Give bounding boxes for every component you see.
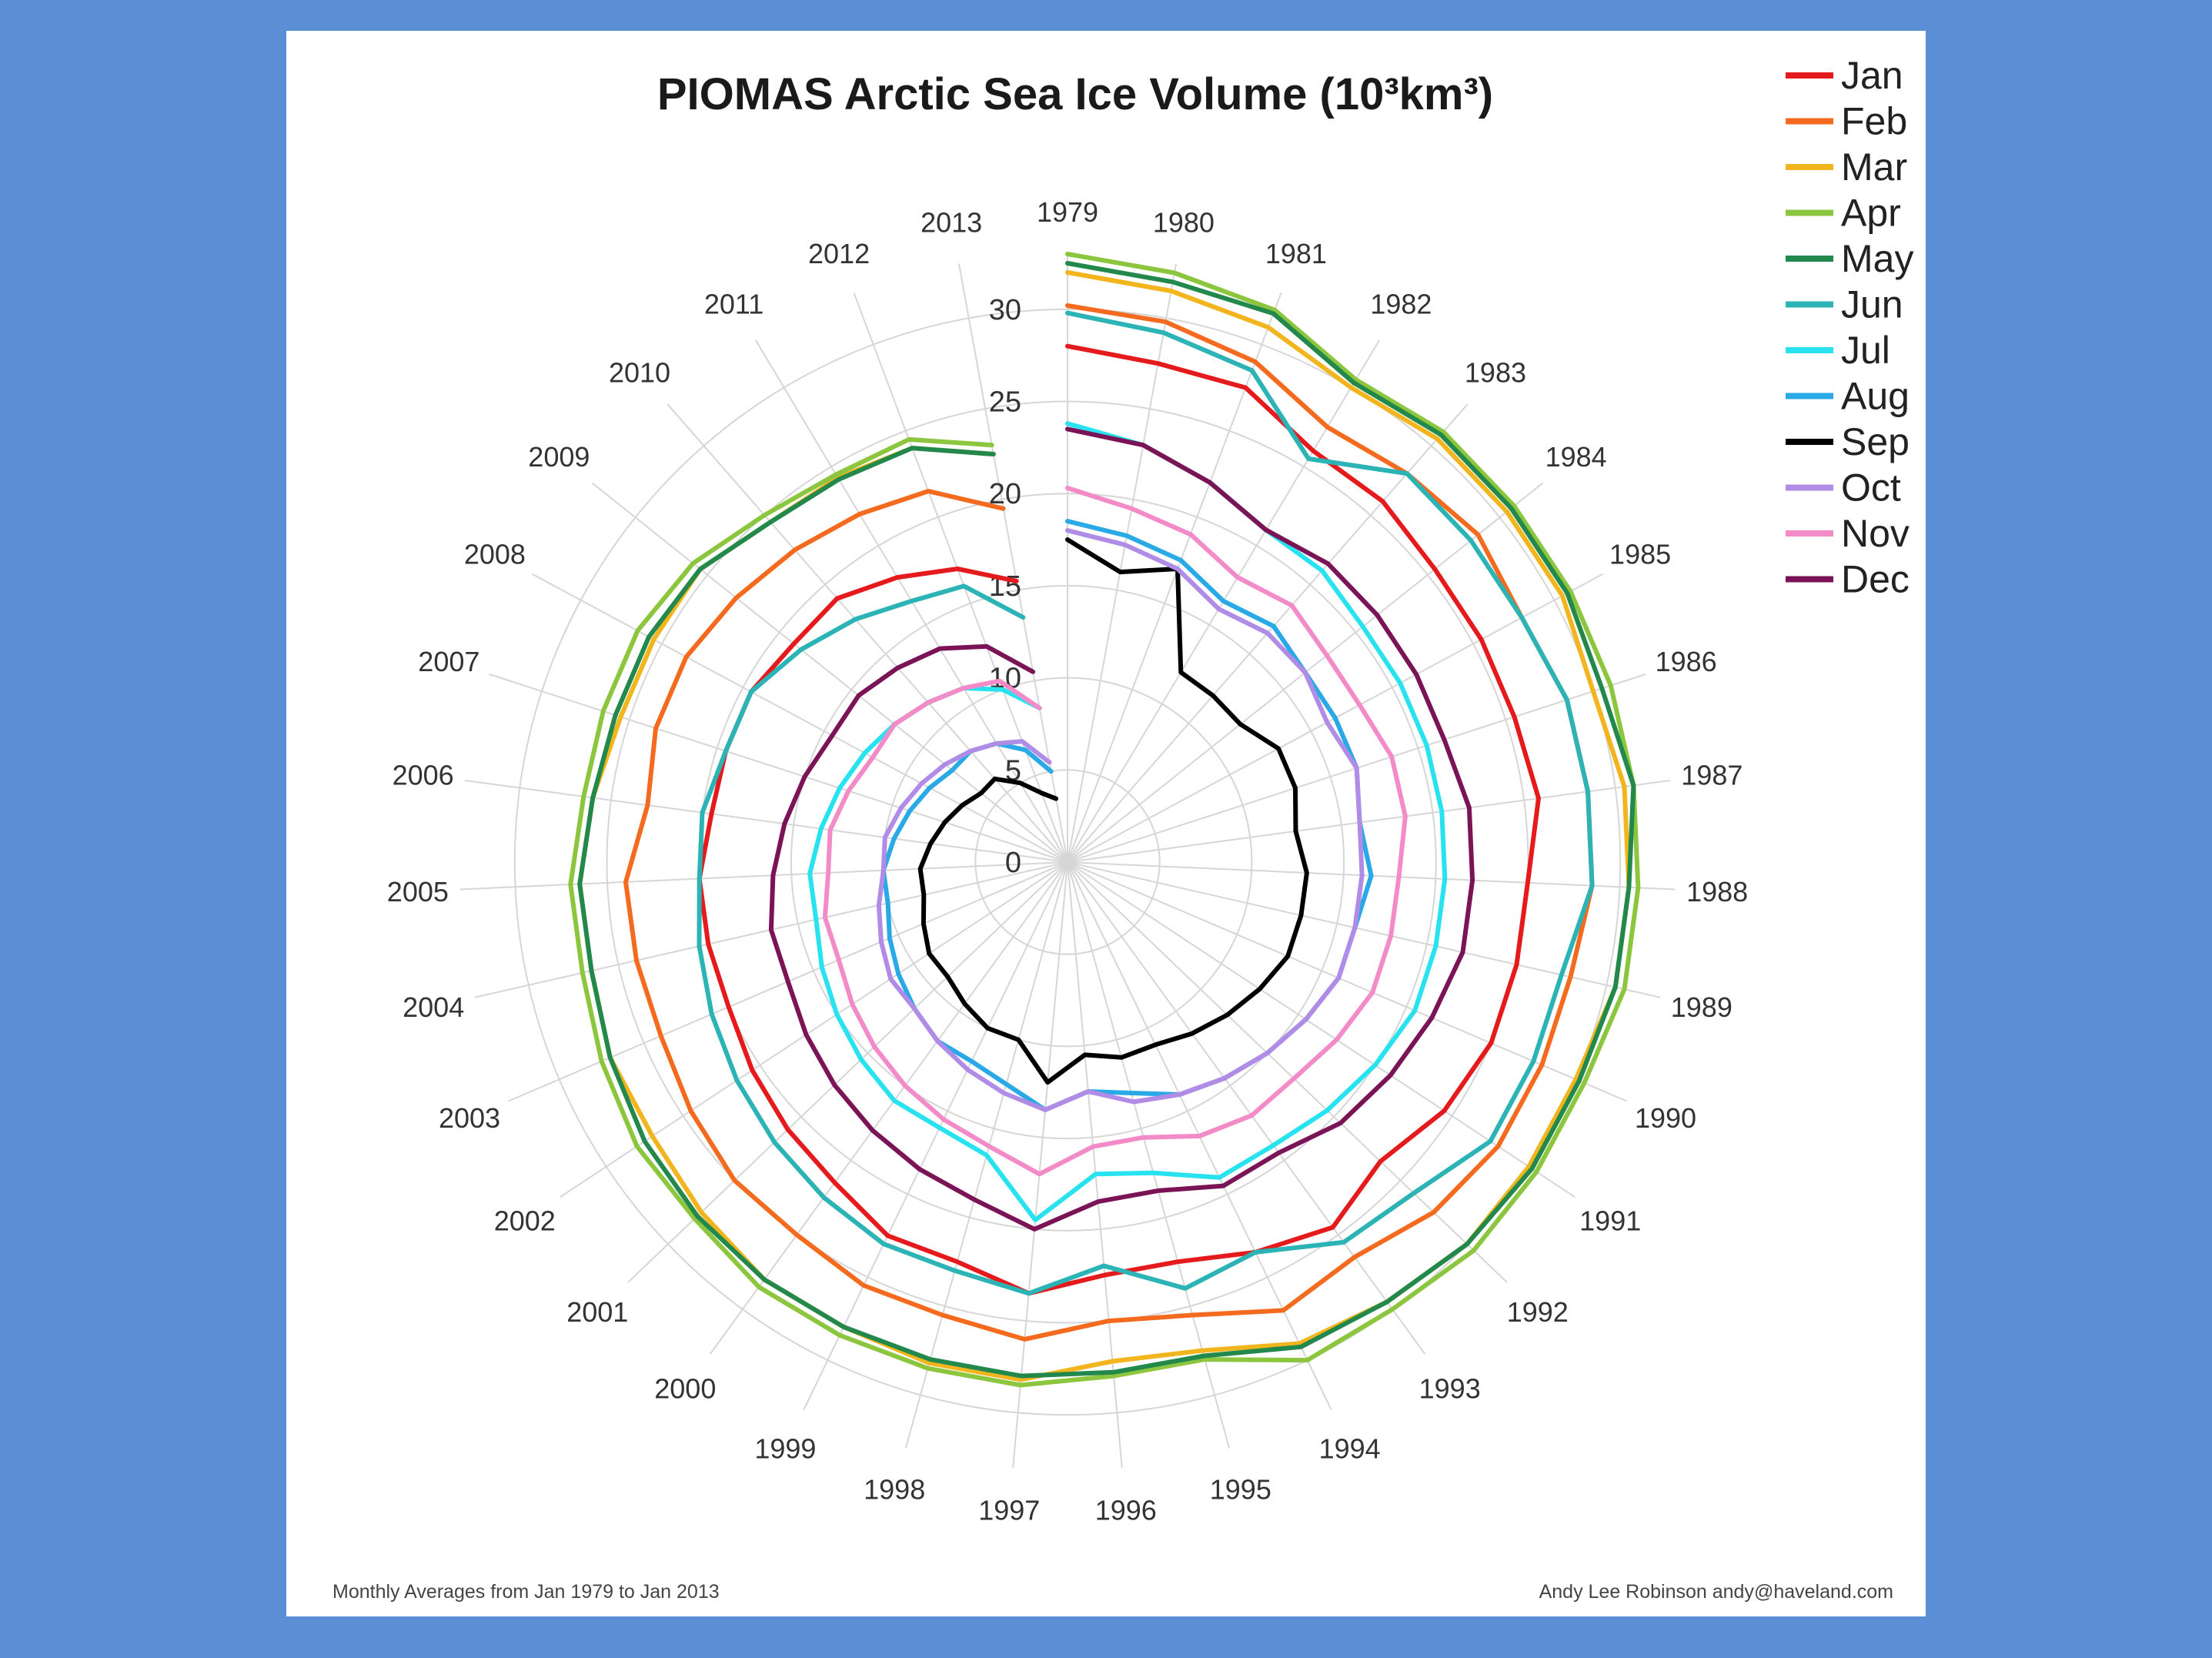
legend-label-jun: Jun	[1841, 283, 1903, 326]
year-label-1996: 1996	[1095, 1495, 1157, 1526]
year-label-1984: 1984	[1545, 441, 1607, 473]
grid-spoke-2007	[489, 673, 1068, 863]
year-label-2010: 2010	[609, 357, 670, 389]
year-label-2001: 2001	[566, 1296, 628, 1328]
year-label-2008: 2008	[464, 539, 526, 570]
grid-spoke-2005	[459, 861, 1068, 891]
radar-chart: PIOMAS Arctic Sea Ice Volume (10³km³) 05…	[332, 54, 1913, 1603]
year-label-1998: 1998	[864, 1474, 925, 1506]
year-label-1986: 1986	[1656, 646, 1717, 677]
year-label-2009: 2009	[528, 441, 590, 473]
legend-label-sep: Sep	[1841, 420, 1910, 463]
radial-tick-label: 25	[989, 386, 1021, 419]
legend-label-nov: Nov	[1841, 512, 1910, 555]
year-label-1985: 1985	[1609, 539, 1671, 570]
legend-label-jan: Jan	[1841, 54, 1903, 97]
chart-title: PIOMAS Arctic Sea Ice Volume (10³km³)	[657, 69, 1493, 119]
grid-spoke-1999	[803, 861, 1068, 1411]
grid-spoke-1993	[1067, 861, 1426, 1355]
grid-spoke-1992	[1067, 861, 1508, 1283]
series-line-nov	[822, 486, 1408, 1177]
series-line-oct	[876, 528, 1365, 1112]
year-label-2006: 2006	[393, 760, 454, 791]
radial-tick-label: 0	[1005, 847, 1021, 879]
year-label-1979: 1979	[1037, 196, 1098, 228]
year-label-2007: 2007	[418, 646, 479, 677]
legend-label-oct: Oct	[1841, 466, 1901, 510]
year-label-1989: 1989	[1671, 991, 1733, 1023]
series-line-jul	[807, 421, 1448, 1222]
grid-spoke-2012	[853, 292, 1068, 863]
year-label-1987: 1987	[1681, 760, 1743, 791]
series-line-feb	[623, 303, 1595, 1342]
year-label-2013: 2013	[921, 207, 982, 239]
year-label-1995: 1995	[1210, 1474, 1271, 1506]
year-label-2000: 2000	[654, 1373, 716, 1405]
legend-label-aug: Aug	[1841, 375, 1910, 418]
year-label-2005: 2005	[387, 876, 449, 908]
year-label-1981: 1981	[1265, 238, 1327, 269]
year-label-2003: 2003	[439, 1102, 500, 1134]
year-label-1994: 1994	[1319, 1432, 1381, 1464]
legend-label-feb: Feb	[1841, 100, 1907, 143]
year-label-2011: 2011	[704, 289, 764, 320]
year-label-2012: 2012	[808, 238, 870, 269]
year-label-1999: 1999	[754, 1432, 816, 1464]
grid-spoke-2010	[667, 403, 1068, 863]
series-line-mar	[577, 269, 1632, 1382]
year-label-1991: 1991	[1579, 1205, 1641, 1237]
grid-spoke-1987	[1067, 779, 1670, 863]
series-line-dec	[768, 426, 1475, 1232]
year-labels: 1979 1980 1981 1982 1983 1984 1985 1986 1987 1988…	[387, 196, 1748, 1526]
footer-left-note: Monthly Averages from Jan 1979 to Jan 20…	[332, 1581, 720, 1603]
grid-spoke-2000	[709, 861, 1068, 1355]
series-line-sep	[917, 537, 1309, 1085]
legend-label-jul: Jul	[1841, 329, 1890, 372]
grid-spoke-2008	[531, 573, 1068, 863]
year-label-1990: 1990	[1635, 1102, 1696, 1134]
year-label-1983: 1983	[1465, 357, 1526, 389]
grid-spoke-2009	[591, 482, 1068, 863]
year-label-1993: 1993	[1419, 1373, 1481, 1405]
year-label-1997: 1997	[978, 1495, 1040, 1526]
year-label-2002: 2002	[494, 1205, 556, 1237]
year-label-1982: 1982	[1370, 289, 1432, 320]
grid-spoke-2006	[465, 779, 1068, 863]
legend-label-apr: Apr	[1841, 192, 1901, 235]
legend-label-dec: Dec	[1841, 558, 1910, 601]
year-label-2004: 2004	[403, 991, 464, 1023]
series-line-apr	[568, 252, 1641, 1388]
series-lines	[568, 252, 1641, 1388]
legend-label-may: May	[1841, 237, 1913, 280]
series-line-jun	[697, 310, 1595, 1296]
grid-spoke-1996	[1067, 861, 1123, 1468]
legend-label-mar: Mar	[1841, 145, 1907, 189]
year-label-1992: 1992	[1507, 1296, 1569, 1328]
series-line-may	[577, 261, 1636, 1379]
year-label-1980: 1980	[1153, 207, 1215, 239]
radial-tick-label: 30	[989, 294, 1021, 326]
footer-right-credit: Andy Lee Robinson andy@haveland.com	[1539, 1581, 1893, 1603]
year-label-1988: 1988	[1686, 876, 1748, 908]
grid-spoke-1997	[1012, 861, 1068, 1468]
